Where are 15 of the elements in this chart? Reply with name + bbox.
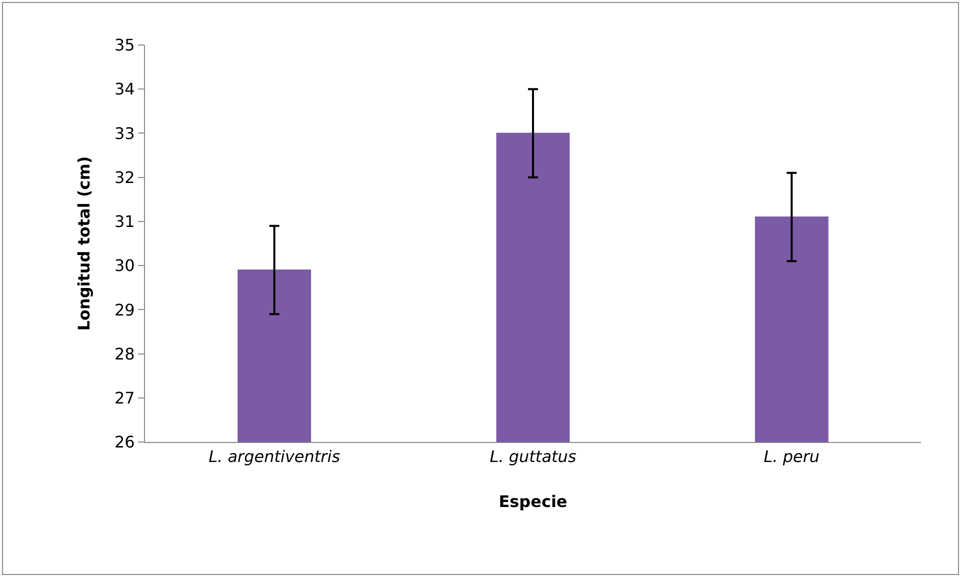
y-tick-label: 33 xyxy=(114,124,135,143)
x-tick-label: L. argentiventris xyxy=(208,447,340,466)
x-axis-title: Especie xyxy=(498,492,568,511)
x-tick-label: L. guttatus xyxy=(490,447,576,466)
y-tick-label: 27 xyxy=(114,388,135,408)
y-tick-label: 26 xyxy=(114,432,135,452)
y-tick-label: 30 xyxy=(114,256,135,276)
y-tick-label: 32 xyxy=(114,168,135,187)
y-axis-title: Longitud total (cm) xyxy=(74,156,94,331)
y-tick-label: 34 xyxy=(114,80,135,99)
y-tick-label: 31 xyxy=(114,212,135,232)
y-tick-label: 28 xyxy=(114,344,135,364)
y-tick-label: 35 xyxy=(114,36,135,55)
x-tick-label: L. peru xyxy=(764,447,820,466)
y-tick-label: 29 xyxy=(114,300,135,320)
